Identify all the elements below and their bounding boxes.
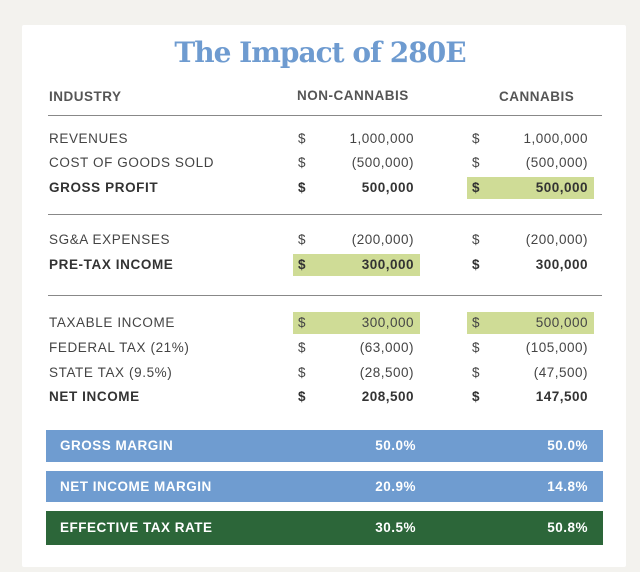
cannabis-cell: $500,000 <box>467 177 594 199</box>
header-industry: INDUSTRY <box>49 89 122 104</box>
cell-value: 1,000,000 <box>523 131 588 146</box>
table-row: FEDERAL TAX (21%) $ (63,000) $ (105,000) <box>0 337 640 359</box>
row-label: NET INCOME <box>49 389 140 404</box>
currency-symbol: $ <box>472 232 480 247</box>
table-row: REVENUES $1,000,000 $1,000,000 <box>0 128 640 150</box>
currency-symbol: $ <box>472 180 480 195</box>
currency-symbol: $ <box>472 315 480 330</box>
row-label: REVENUES <box>49 131 129 146</box>
currency-symbol: $ <box>298 232 306 247</box>
currency-symbol: $ <box>472 257 480 272</box>
cannabis-cell: $1,000,000 <box>467 128 594 150</box>
divider <box>48 214 602 215</box>
cell-value: (200,000) <box>525 232 588 247</box>
currency-symbol: $ <box>298 131 306 146</box>
summary-label: NET INCOME MARGIN <box>60 479 212 494</box>
table-row: SG&A EXPENSES $ (200,000) $ (200,000) <box>0 229 640 251</box>
cannabis-cell: $ (500,000) <box>467 152 594 174</box>
summary-bar: GROSS MARGIN 50.0% 50.0% <box>46 430 603 462</box>
cannabis-value: 50.0% <box>547 438 588 453</box>
cell-value: (500,000) <box>351 155 414 170</box>
non-cannabis-cell: $300,000 <box>293 254 420 276</box>
non-cannabis-cell: $208,500 <box>293 386 420 408</box>
header-cannabis: CANNABIS <box>499 89 575 104</box>
table-row: TAXABLE INCOME $300,000 $500,000 <box>0 312 640 334</box>
row-label: PRE-TAX INCOME <box>49 257 174 272</box>
cannabis-cell: $300,000 <box>467 254 594 276</box>
cannabis-cell: $147,500 <box>467 386 594 408</box>
non-cannabis-cell: $300,000 <box>293 312 420 334</box>
currency-symbol: $ <box>472 131 480 146</box>
table-row: NET INCOME $208,500 $147,500 <box>0 386 640 408</box>
non-cannabis-cell: $ (28,500) <box>293 362 420 384</box>
currency-symbol: $ <box>472 365 480 380</box>
summary-bar: EFFECTIVE TAX RATE 30.5% 50.8% <box>46 511 603 545</box>
cannabis-cell: $ (105,000) <box>467 337 594 359</box>
non-cannabis-cell: $ (200,000) <box>293 229 420 251</box>
table-row: STATE TAX (9.5%) $ (28,500) $ (47,500) <box>0 362 640 384</box>
cannabis-cell: $ (47,500) <box>467 362 594 384</box>
currency-symbol: $ <box>298 155 306 170</box>
currency-symbol: $ <box>298 365 306 380</box>
non-cannabis-cell: $1,000,000 <box>293 128 420 150</box>
non-cannabis-value: 30.5% <box>375 520 416 535</box>
page-title: The Impact of 280E <box>174 36 466 69</box>
row-label: STATE TAX (9.5%) <box>49 365 173 380</box>
divider <box>48 295 602 296</box>
currency-symbol: $ <box>472 340 480 355</box>
currency-symbol: $ <box>472 389 480 404</box>
cell-value: 1,000,000 <box>349 131 414 146</box>
non-cannabis-cell: $ (63,000) <box>293 337 420 359</box>
non-cannabis-cell: $500,000 <box>293 177 420 199</box>
non-cannabis-value: 20.9% <box>375 479 416 494</box>
cannabis-cell: $500,000 <box>467 312 594 334</box>
cell-value: 500,000 <box>361 180 414 195</box>
cell-value: 300,000 <box>535 257 588 272</box>
summary-label: EFFECTIVE TAX RATE <box>60 520 213 535</box>
row-label: SG&A EXPENSES <box>49 232 171 247</box>
header-non-cannabis: NON-CANNABIS <box>297 88 409 103</box>
cell-value: 300,000 <box>361 257 414 272</box>
cell-value: (63,000) <box>359 340 414 355</box>
currency-symbol: $ <box>472 155 480 170</box>
non-cannabis-value: 50.0% <box>375 438 416 453</box>
cell-value: 300,000 <box>361 315 414 330</box>
currency-symbol: $ <box>298 315 306 330</box>
cell-value: (105,000) <box>525 340 588 355</box>
table-row: PRE-TAX INCOME $300,000 $300,000 <box>0 254 640 276</box>
table-row: GROSS PROFIT $500,000 $500,000 <box>0 177 640 199</box>
cell-value: 147,500 <box>535 389 588 404</box>
non-cannabis-cell: $ (500,000) <box>293 152 420 174</box>
summary-bar: NET INCOME MARGIN 20.9% 14.8% <box>46 471 603 502</box>
row-label: GROSS PROFIT <box>49 180 159 195</box>
currency-symbol: $ <box>298 257 306 272</box>
cell-value: 500,000 <box>535 180 588 195</box>
currency-symbol: $ <box>298 389 306 404</box>
cell-value: (500,000) <box>525 155 588 170</box>
cell-value: 208,500 <box>361 389 414 404</box>
row-label: COST OF GOODS SOLD <box>49 155 215 170</box>
cell-value: (28,500) <box>359 365 414 380</box>
cannabis-cell: $ (200,000) <box>467 229 594 251</box>
cell-value: 500,000 <box>535 315 588 330</box>
table-row: COST OF GOODS SOLD $ (500,000) $ (500,000) <box>0 152 640 174</box>
cell-value: (200,000) <box>351 232 414 247</box>
cannabis-value: 50.8% <box>547 520 588 535</box>
cell-value: (47,500) <box>533 365 588 380</box>
divider <box>48 115 602 116</box>
currency-symbol: $ <box>298 340 306 355</box>
row-label: TAXABLE INCOME <box>49 315 175 330</box>
summary-label: GROSS MARGIN <box>60 438 174 453</box>
currency-symbol: $ <box>298 180 306 195</box>
cannabis-value: 14.8% <box>547 479 588 494</box>
row-label: FEDERAL TAX (21%) <box>49 340 190 355</box>
